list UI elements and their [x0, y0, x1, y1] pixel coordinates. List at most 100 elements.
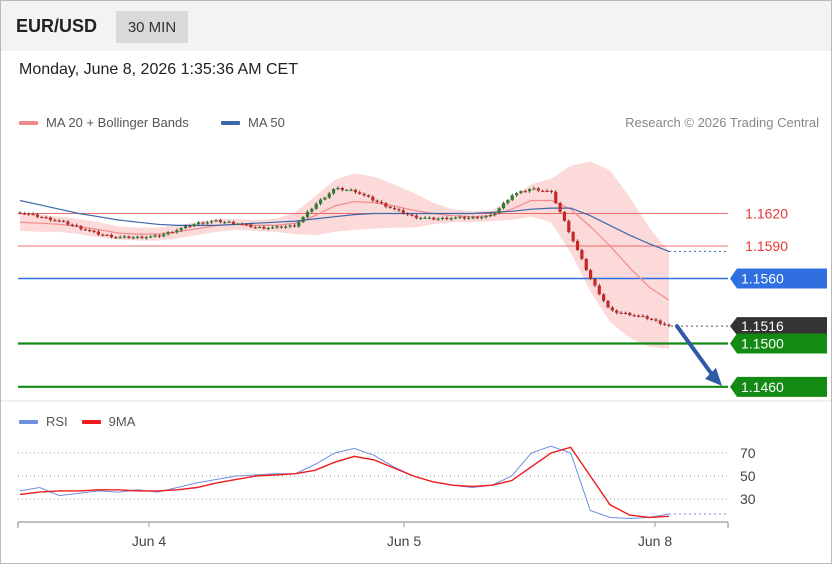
candle-body	[423, 217, 427, 219]
candle-body	[153, 235, 157, 237]
candle	[114, 236, 118, 239]
candle-body	[549, 190, 553, 193]
candle-body	[558, 202, 562, 212]
candle	[414, 214, 418, 220]
candle-body	[35, 214, 40, 217]
candle	[205, 220, 209, 225]
rsi-tick-70: 70	[740, 445, 756, 461]
candle	[384, 201, 388, 209]
candle	[175, 228, 179, 234]
candle-body	[353, 189, 357, 193]
candle-body	[323, 197, 327, 200]
candle	[567, 219, 571, 234]
timeframe-button[interactable]: 30 MIN	[116, 11, 188, 43]
candle	[623, 311, 628, 315]
level-1-1620-label: 1.1620	[745, 206, 788, 222]
candle	[196, 220, 201, 226]
candle-body	[532, 188, 536, 190]
candle	[188, 224, 192, 228]
candle	[18, 211, 22, 215]
candle-body	[301, 216, 305, 223]
candle-body	[218, 220, 222, 223]
candle	[275, 225, 279, 229]
candle	[183, 224, 188, 230]
candle-body	[345, 189, 349, 192]
legend-ma20: MA 20 + Bollinger Bands	[19, 115, 189, 130]
candle	[488, 213, 493, 218]
candle	[545, 189, 549, 193]
candle-body	[149, 236, 153, 238]
candle	[323, 196, 327, 201]
candle-body	[545, 190, 549, 192]
candle	[144, 235, 148, 240]
candle	[22, 211, 26, 216]
candle-body	[192, 224, 196, 227]
candle	[279, 225, 283, 229]
level-1-1500-label: 1.1500	[741, 336, 784, 352]
candle	[345, 189, 349, 192]
candle	[127, 235, 131, 239]
candle	[40, 216, 44, 219]
candle	[432, 216, 436, 221]
candle-body	[22, 213, 26, 215]
level-1-1516-label: 1.1516	[741, 318, 784, 334]
candle-body	[641, 315, 645, 318]
candle-body	[140, 236, 144, 239]
candle-body	[575, 241, 580, 250]
candle-body	[366, 195, 371, 197]
candle	[636, 314, 641, 318]
candle-body	[205, 222, 209, 224]
level-1-1590-label: 1.1590	[745, 238, 788, 254]
candle-body	[210, 221, 214, 223]
candle-body	[179, 228, 183, 231]
candle-body	[462, 216, 466, 219]
candle-body	[271, 227, 275, 229]
candle-body	[166, 232, 170, 235]
candle	[327, 191, 331, 199]
candle	[271, 225, 275, 229]
candle-body	[227, 221, 231, 224]
candle	[109, 233, 114, 239]
candle	[388, 205, 392, 209]
candle-body	[257, 226, 262, 229]
candle-body	[514, 193, 519, 196]
candle-body	[18, 212, 22, 214]
candle	[192, 223, 196, 228]
candle	[571, 230, 575, 243]
candle	[471, 215, 475, 220]
candle-body	[114, 237, 118, 239]
candle	[541, 189, 545, 192]
candle-body	[401, 210, 405, 214]
candle	[253, 225, 257, 229]
candle	[297, 220, 301, 229]
candle	[397, 208, 401, 212]
candle	[501, 201, 506, 210]
candle-body	[615, 310, 619, 313]
candle	[362, 192, 366, 197]
candle	[528, 188, 532, 193]
candle-body	[48, 217, 53, 221]
candle-body	[92, 230, 96, 232]
candle-body	[623, 312, 628, 315]
candle-body	[467, 217, 471, 220]
candle	[31, 212, 35, 216]
candle-body	[414, 215, 418, 219]
candle	[332, 188, 336, 196]
forecast-arrow-shaft	[675, 324, 715, 378]
candle-body	[571, 232, 575, 242]
rsi-tick-30: 30	[740, 491, 756, 507]
candle	[588, 268, 593, 281]
candle	[597, 283, 601, 296]
candle-body	[101, 234, 105, 236]
candle-body	[318, 199, 323, 204]
candle	[663, 322, 667, 326]
candle-body	[388, 206, 392, 208]
candle	[419, 216, 423, 220]
candle	[305, 210, 310, 219]
candle	[392, 206, 397, 211]
candle-body	[122, 236, 127, 238]
candle-body	[610, 307, 614, 311]
candle-body	[223, 221, 227, 224]
candle	[223, 220, 227, 224]
rsi-line	[19, 445, 670, 520]
